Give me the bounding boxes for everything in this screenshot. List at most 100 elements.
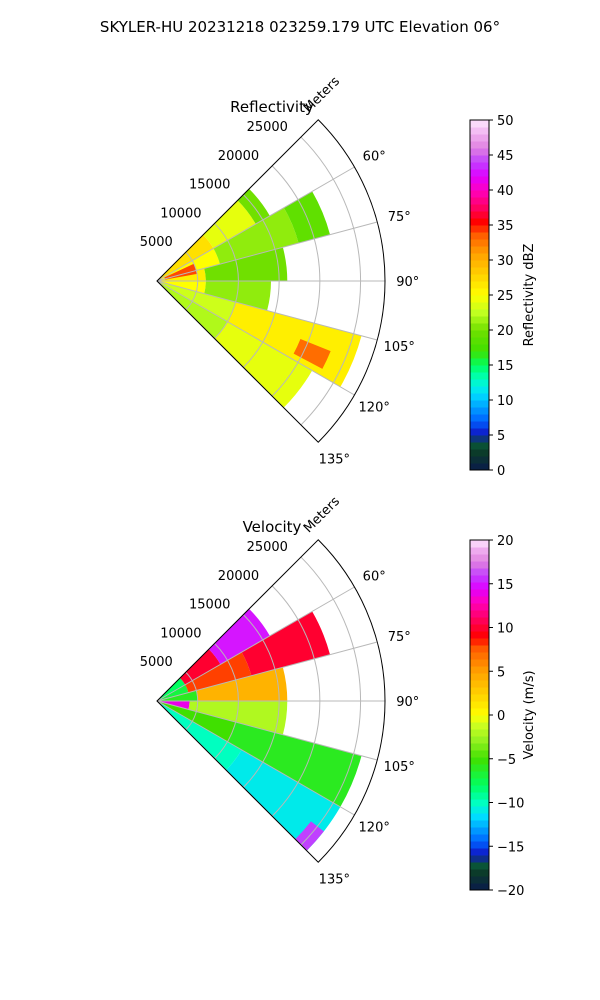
azimuth-tick-label: 120° xyxy=(359,820,390,835)
colorbar-band xyxy=(470,610,489,618)
range-tick-label: 25000 xyxy=(247,120,288,135)
field-cell xyxy=(241,611,331,676)
colorbar-band xyxy=(470,736,489,744)
colorbar-band xyxy=(470,722,489,730)
colorbar-tick-label: 15 xyxy=(497,578,514,593)
colorbar-tick-label: −15 xyxy=(497,840,524,855)
colorbar-band xyxy=(470,197,489,205)
velocity-field xyxy=(157,608,362,851)
colorbar-tick-label: 20 xyxy=(497,534,514,549)
azimuth-tick-label: 105° xyxy=(384,760,415,775)
velocity-sector-outline xyxy=(156,539,386,863)
field-cell xyxy=(157,281,236,322)
colorbar-band xyxy=(470,645,489,653)
colorbar-tick-label: 10 xyxy=(497,622,514,637)
colorbar-band xyxy=(470,400,489,408)
colorbar-band xyxy=(470,757,489,765)
velocity-title: Velocity xyxy=(243,518,302,536)
field-cell xyxy=(185,652,252,693)
colorbar-band xyxy=(470,799,489,807)
colorbar-label: Velocity (m/s) xyxy=(522,670,537,759)
velocity-colorbar: −20 −15 −10 −5 0 5 10 15 20 Velocity (m/s) xyxy=(469,534,537,899)
colorbar-band xyxy=(470,715,489,723)
azimuth-tick-label: 75° xyxy=(388,630,411,645)
colorbar-band xyxy=(470,785,489,793)
field-cell xyxy=(157,281,228,339)
colorbar-band xyxy=(470,148,489,156)
colorbar-band xyxy=(470,575,489,583)
range-tick-label: 15000 xyxy=(189,598,230,613)
colorbar-tick-label: 30 xyxy=(497,254,514,269)
colorbar-band xyxy=(470,323,489,331)
azimuth-tick-label: 75° xyxy=(388,210,411,225)
reflectivity-axis-ticks: 5000 10000 15000 20000 25000 60° 75° 90° 105° 120… xyxy=(140,120,420,467)
range-tick-label: 10000 xyxy=(160,626,201,641)
colorbar-band xyxy=(470,281,489,289)
colorbar-band xyxy=(470,687,489,695)
colorbar-band xyxy=(470,456,489,464)
colorbar-tick-label: 0 xyxy=(497,709,505,724)
azimuth-spoke xyxy=(156,280,355,396)
colorbar-band xyxy=(470,386,489,394)
colorbar-band xyxy=(470,596,489,604)
colorbar-band xyxy=(470,547,489,555)
colorbar-tick-label: 0 xyxy=(497,464,505,479)
reflectivity-range-label: Meters xyxy=(301,74,343,116)
colorbar-band xyxy=(470,827,489,835)
colorbar-band xyxy=(470,260,489,268)
colorbar-tick-label: −20 xyxy=(497,884,524,899)
field-cell xyxy=(188,701,288,735)
colorbar-band xyxy=(470,862,489,870)
colorbar-band xyxy=(470,554,489,562)
colorbar-band xyxy=(470,624,489,632)
reflectivity-sector-outline xyxy=(156,119,386,443)
reflectivity-panel: Reflectivity 5000 10000 15000 20000 25000 60°… xyxy=(140,74,537,479)
colorbar-tick-label: 20 xyxy=(497,324,514,339)
colorbar-band xyxy=(470,869,489,877)
range-tick-label: 25000 xyxy=(247,540,288,555)
figure-title: SKYLER-HU 20231218 023259.179 UTC Elevat… xyxy=(100,18,500,36)
colorbar-tick-label: 35 xyxy=(497,219,514,234)
field-cell xyxy=(203,200,256,249)
colorbar-band xyxy=(470,183,489,191)
range-tick-label: 10000 xyxy=(160,206,201,221)
colorbar-band xyxy=(470,127,489,135)
azimuth-spoke xyxy=(156,166,355,282)
colorbar-band xyxy=(470,421,489,429)
colorbar-band xyxy=(470,169,489,177)
field-cell xyxy=(157,701,236,742)
azimuth-spoke xyxy=(156,221,378,282)
azimuth-tick-label: 60° xyxy=(363,570,386,585)
colorbar-tick-label: −5 xyxy=(497,753,516,768)
range-tick-label: 5000 xyxy=(140,655,173,670)
colorbar-band xyxy=(470,302,489,310)
colorbar-band xyxy=(470,561,489,569)
colorbar-band xyxy=(470,288,489,296)
colorbar-band xyxy=(470,141,489,149)
colorbar-band xyxy=(470,652,489,660)
colorbar-band xyxy=(470,743,489,751)
field-cell xyxy=(214,321,313,408)
field-cell xyxy=(227,722,362,807)
azimuth-spoke xyxy=(156,700,378,761)
azimuth-tick-label: 135° xyxy=(319,872,350,887)
colorbar-band xyxy=(470,876,489,884)
azimuth-spoke xyxy=(156,641,378,702)
azimuth-tick-label: 135° xyxy=(319,452,350,467)
colorbar-band xyxy=(470,855,489,863)
colorbar-band xyxy=(470,225,489,233)
colorbar-band xyxy=(470,309,489,317)
colorbar-band xyxy=(470,365,489,373)
colorbar-band xyxy=(470,463,489,471)
colorbar-band xyxy=(470,372,489,380)
azimuth-spoke xyxy=(156,280,378,341)
azimuth-tick-label: 90° xyxy=(396,275,419,290)
colorbar-band xyxy=(470,708,489,716)
field-cell xyxy=(157,677,186,701)
colorbar-tick-label: 5 xyxy=(497,429,505,444)
azimuth-tick-label: 90° xyxy=(396,695,419,710)
colorbar-band xyxy=(470,750,489,758)
colorbar-band xyxy=(470,337,489,345)
colorbar-band xyxy=(470,393,489,401)
colorbar-band xyxy=(470,568,489,576)
